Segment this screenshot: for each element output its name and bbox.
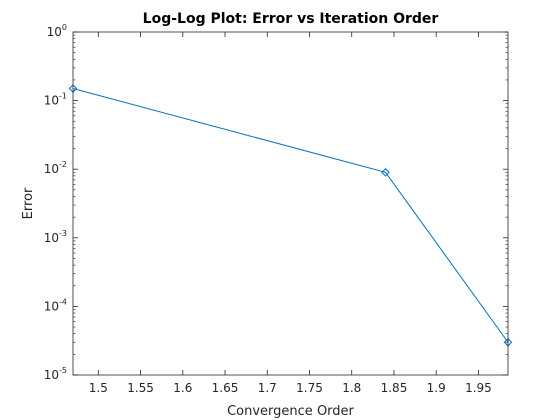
series-line <box>72 88 509 343</box>
chart-title: Log-Log Plot: Error vs Iteration Order <box>143 11 439 27</box>
y-tick-label: 10-5 <box>44 366 67 382</box>
y-axis-label: Error <box>21 187 36 219</box>
y-tick-label: 10-1 <box>44 92 67 108</box>
x-axis-label: Convergence Order <box>227 404 354 419</box>
axes-box <box>72 31 509 376</box>
x-tick-label: 1.85 <box>381 381 408 395</box>
x-tick-label: 1.5 <box>89 381 108 395</box>
y-tick-label: 100 <box>47 23 67 39</box>
x-tick-label: 1.55 <box>127 381 154 395</box>
x-tick-label: 1.65 <box>212 381 239 395</box>
x-tick-label: 1.95 <box>465 381 492 395</box>
axes-layer: 1.5 1.55 1.6 1.65 1.7 1.75 1.8 1.85 1.9 1.95 100 10… <box>44 23 509 395</box>
y-tick-label: 10-4 <box>44 297 67 313</box>
x-tick-label: 1.7 <box>258 381 277 395</box>
data-point-marker <box>381 168 390 177</box>
x-tick-label: 1.75 <box>296 381 323 395</box>
y-tick-label: 10-3 <box>44 229 67 245</box>
x-tick-label: 1.8 <box>342 381 361 395</box>
x-tick-label: 1.9 <box>427 381 446 395</box>
plot-area <box>73 32 508 375</box>
y-tick-label: 10-2 <box>44 160 67 176</box>
x-tick-label: 1.6 <box>173 381 192 395</box>
